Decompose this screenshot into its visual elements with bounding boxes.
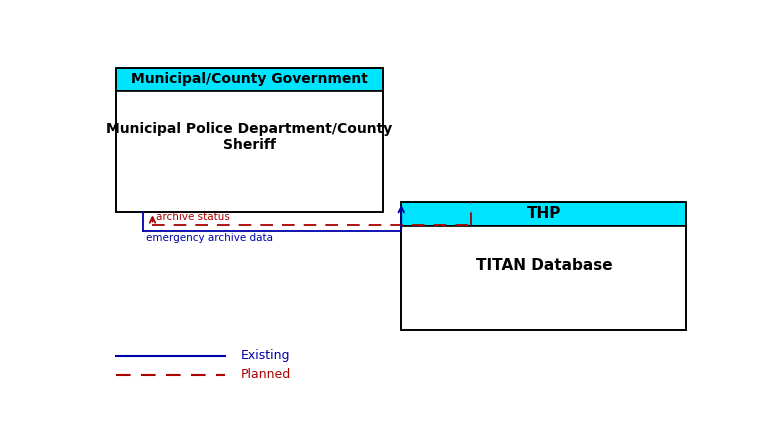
Text: emergency archive data: emergency archive data xyxy=(146,233,273,243)
Bar xyxy=(116,68,383,91)
Text: Municipal Police Department/County
Sheriff: Municipal Police Department/County Sheri… xyxy=(106,122,393,152)
Text: Municipal/County Government: Municipal/County Government xyxy=(131,72,368,86)
Bar xyxy=(402,225,687,330)
Bar xyxy=(116,91,383,212)
Text: TITAN Database: TITAN Database xyxy=(475,258,612,273)
Bar xyxy=(402,202,687,330)
Text: Planned: Planned xyxy=(240,368,290,381)
Bar xyxy=(116,68,383,212)
Bar xyxy=(402,202,687,225)
Text: THP: THP xyxy=(527,207,561,221)
Text: archive status: archive status xyxy=(156,212,229,222)
Text: Existing: Existing xyxy=(240,349,290,362)
